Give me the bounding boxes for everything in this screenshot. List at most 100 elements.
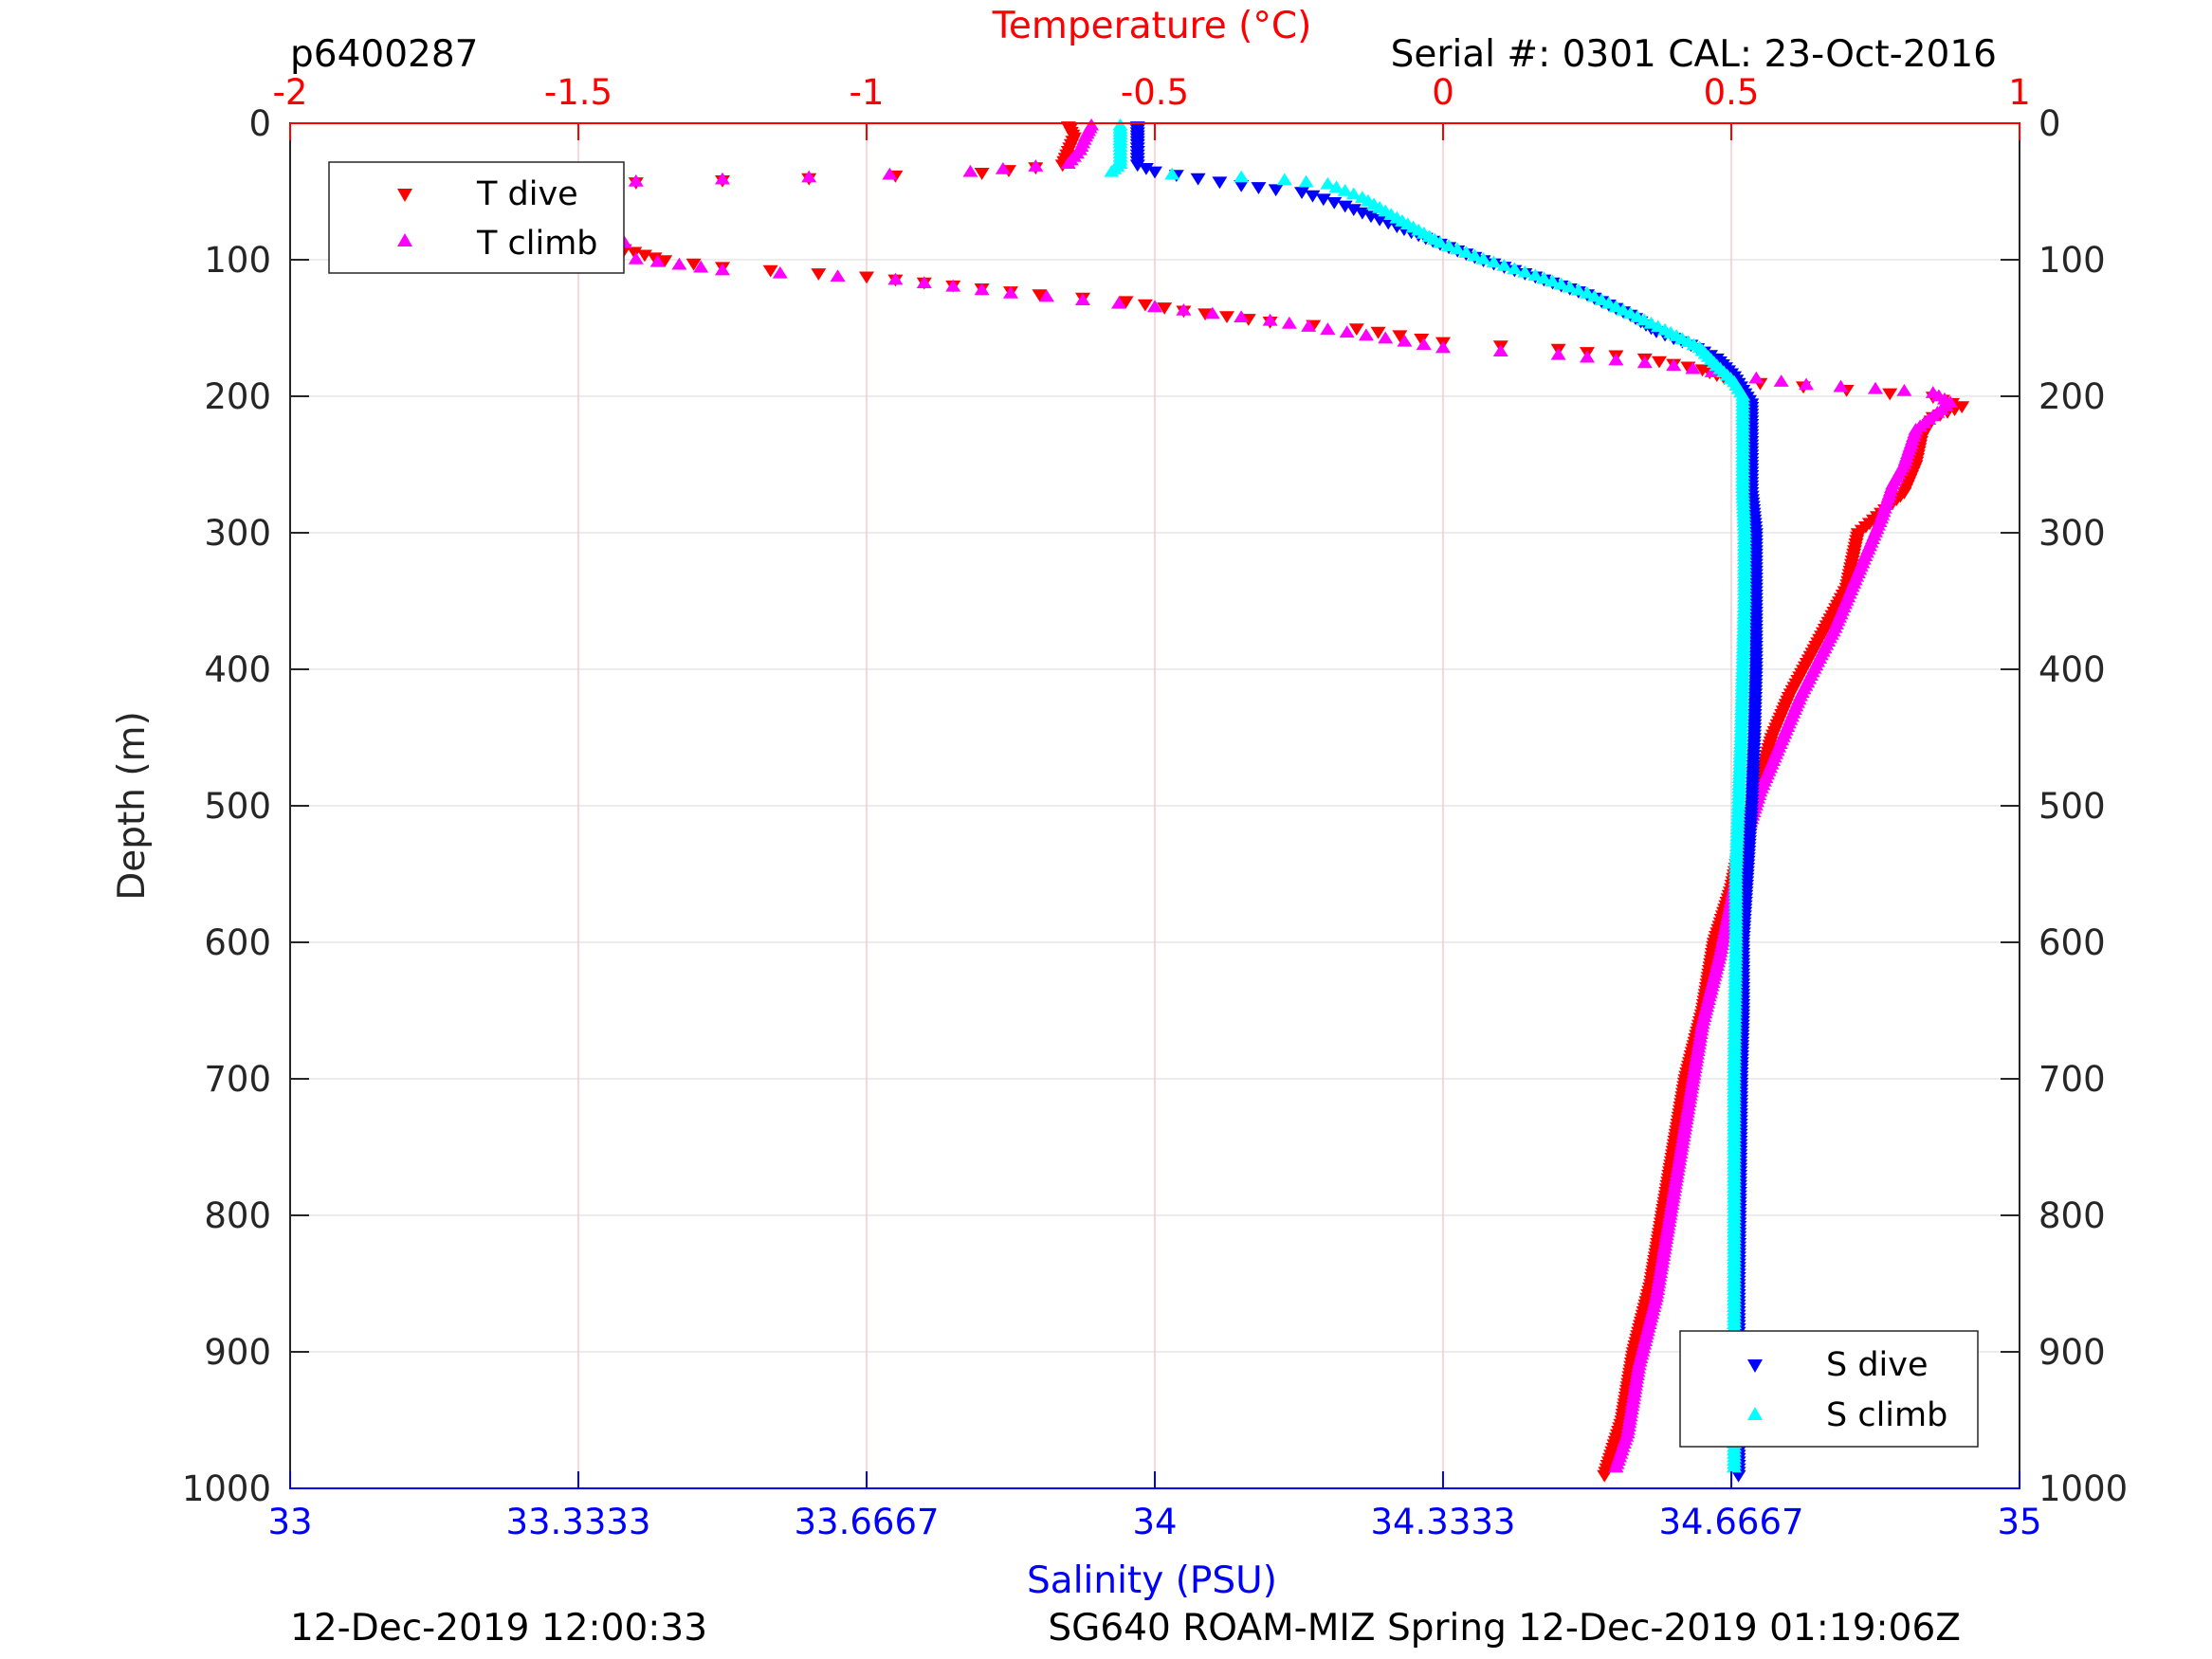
t-climb-marker bbox=[1111, 296, 1126, 309]
t-dive-marker bbox=[1137, 299, 1153, 312]
t-dive-marker bbox=[1348, 323, 1364, 336]
temperature-tick-label: -0.5 bbox=[1121, 72, 1189, 113]
t-climb-marker bbox=[1608, 353, 1624, 366]
t-dive-marker bbox=[1197, 308, 1214, 321]
s-climb-marker bbox=[1507, 262, 1523, 275]
data-markers bbox=[420, 118, 1970, 1483]
t-climb-marker bbox=[962, 164, 978, 177]
salinity-legend: S dive S climb bbox=[1679, 1330, 1979, 1448]
depth-tick-label-right: 500 bbox=[2038, 786, 2106, 827]
depth-tick-label-right: 100 bbox=[2038, 240, 2106, 281]
t-climb-marker bbox=[1636, 356, 1653, 369]
depth-axis-label: Depth (m) bbox=[111, 711, 154, 901]
s-dive-marker bbox=[1354, 207, 1370, 220]
t-climb-marker bbox=[1262, 313, 1278, 326]
s-climb-marker bbox=[1441, 239, 1457, 251]
t-climb-marker bbox=[1435, 340, 1451, 354]
s-climb-marker bbox=[1458, 246, 1474, 258]
t-dive-marker bbox=[1219, 311, 1234, 324]
temperature-legend-box bbox=[328, 161, 625, 274]
t-climb-marker bbox=[649, 254, 666, 267]
s-climb-marker bbox=[1234, 170, 1250, 183]
depth-tick-label-right: 200 bbox=[2038, 376, 2106, 417]
t-climb-marker bbox=[974, 283, 990, 296]
s-dive-marker bbox=[1138, 163, 1154, 175]
serial-cal-label: Serial #: 0301 CAL: 23-Oct-2016 bbox=[1391, 33, 1997, 76]
s-climb-marker bbox=[1527, 268, 1544, 282]
t-climb-marker bbox=[628, 173, 644, 187]
t-climb-marker bbox=[830, 269, 846, 283]
s-climb-marker bbox=[1104, 164, 1120, 177]
t-climb-marker bbox=[1060, 156, 1076, 169]
t-dive-legend-marker bbox=[397, 189, 412, 202]
salinity-legend-box bbox=[1679, 1330, 1979, 1448]
depth-tick-label: 1000 bbox=[182, 1468, 271, 1509]
t-climb-marker bbox=[1748, 371, 1764, 384]
s-climb-marker bbox=[1345, 187, 1362, 200]
depth-tick-label-right: 700 bbox=[2038, 1059, 2106, 1100]
t-climb-marker bbox=[801, 170, 817, 183]
t-climb-marker bbox=[1358, 328, 1374, 341]
t-climb-marker bbox=[1301, 319, 1317, 332]
s-climb-marker bbox=[1545, 274, 1561, 287]
plot-timestamp: 12-Dec-2019 12:00:33 bbox=[290, 1607, 707, 1650]
t-climb-marker bbox=[1492, 344, 1508, 356]
t-climb-marker bbox=[1028, 159, 1044, 172]
depth-tick-label-right: 300 bbox=[2038, 513, 2106, 554]
t-climb-marker bbox=[1039, 289, 1054, 302]
t-climb-legend-label: T climb bbox=[476, 225, 598, 263]
salinity-tick-label: 34 bbox=[1132, 1502, 1177, 1542]
t-climb-marker bbox=[1799, 377, 1815, 391]
s-climb-legend-marker bbox=[1747, 1407, 1763, 1420]
temperature-tick-label: -1.5 bbox=[544, 72, 612, 113]
s-dive-marker bbox=[1129, 159, 1145, 173]
t-climb-marker bbox=[995, 161, 1011, 174]
t-climb-marker bbox=[1773, 374, 1789, 387]
s-climb-marker bbox=[1432, 235, 1448, 248]
t-climb-marker bbox=[772, 265, 788, 279]
s-dive-marker bbox=[1268, 184, 1284, 197]
t-dive-marker bbox=[1032, 289, 1048, 301]
s-climb-marker bbox=[1450, 242, 1466, 255]
t-climb-marker bbox=[1608, 1460, 1624, 1473]
s-climb-marker bbox=[1320, 176, 1336, 190]
s-climb-marker bbox=[1298, 174, 1314, 188]
salinity-tick-label: 35 bbox=[1997, 1502, 2041, 1542]
salinity-axis-label: Salinity (PSU) bbox=[1027, 1559, 1277, 1602]
temperature-axis-label: Temperature (°C) bbox=[992, 5, 1312, 47]
s-climb-marker bbox=[1553, 277, 1569, 290]
t-dive-marker bbox=[1157, 302, 1173, 315]
axes: 0 0 100 100 200 200 300 300 400 400 500 500 600 600 70… bbox=[182, 72, 2128, 1542]
depth-tick-label: 800 bbox=[204, 1195, 271, 1236]
s-climb-marker bbox=[1570, 283, 1586, 296]
t-climb-marker bbox=[1003, 286, 1018, 299]
depth-tick-label-right: 600 bbox=[2038, 922, 2106, 963]
depth-tick-label: 200 bbox=[204, 376, 271, 417]
s-dive-marker bbox=[1305, 190, 1321, 203]
depth-tick-label-right: 0 bbox=[2038, 103, 2061, 144]
s-dive-marker bbox=[1190, 173, 1206, 186]
t-climb-marker bbox=[1378, 331, 1394, 344]
s-dive-legend-marker bbox=[1747, 1359, 1763, 1373]
t-dive-legend-label: T dive bbox=[476, 175, 578, 213]
s-climb-marker bbox=[1276, 173, 1292, 186]
t-climb-marker bbox=[1339, 325, 1355, 338]
t-climb-marker bbox=[1416, 337, 1432, 351]
salinity-tick-label: 34.3333 bbox=[1370, 1502, 1515, 1542]
s-dive-marker bbox=[1212, 176, 1228, 190]
t-climb-marker bbox=[916, 276, 932, 288]
t-climb-marker bbox=[1320, 322, 1336, 335]
depth-tick-label: 400 bbox=[204, 649, 271, 690]
t-dive-marker bbox=[762, 264, 778, 278]
depth-tick-label: 600 bbox=[204, 922, 271, 963]
t-climb-marker bbox=[1685, 361, 1701, 374]
temperature-tick-label: -1 bbox=[850, 72, 885, 113]
t-dive-marker bbox=[1597, 1469, 1613, 1483]
s-climb-marker bbox=[1727, 1460, 1743, 1473]
s-dive-marker bbox=[1234, 180, 1250, 192]
t-climb-marker bbox=[1833, 379, 1849, 392]
t-climb-legend-marker bbox=[397, 233, 412, 246]
t-dive-marker bbox=[811, 268, 827, 281]
t-dive-marker bbox=[859, 271, 874, 284]
